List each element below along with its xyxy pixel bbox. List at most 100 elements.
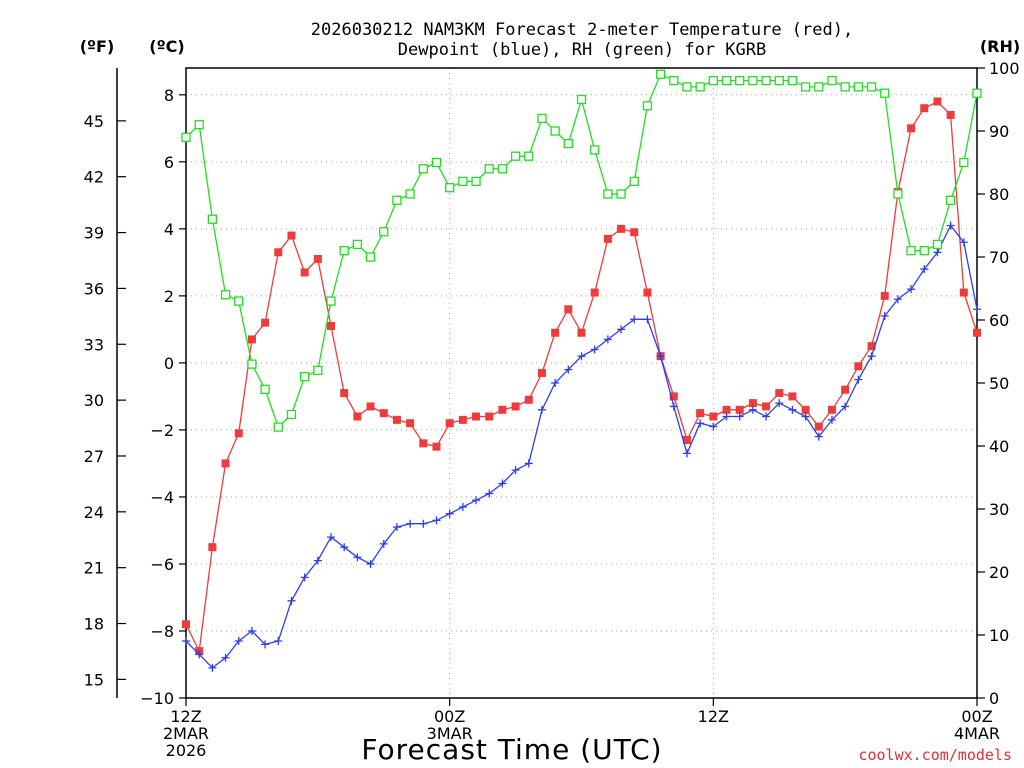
relative-humidity-point <box>708 75 718 86</box>
2-meter-temperature-point <box>300 268 309 277</box>
2-meter-temperature-point <box>445 419 454 428</box>
2-meter-temperature-point <box>722 405 731 414</box>
relative-humidity-point <box>313 365 323 376</box>
dewpoint-point <box>735 412 744 421</box>
dewpoint-point <box>485 489 494 498</box>
relative-humidity-point <box>220 290 231 300</box>
fahrenheit-unit-label: (ºF) <box>80 37 115 56</box>
dewpoint-point <box>208 663 217 672</box>
2-meter-temperature-point <box>498 405 507 414</box>
relative-humidity-point <box>774 75 784 86</box>
relative-humidity-point <box>273 422 283 432</box>
2-meter-temperature-point <box>669 392 678 401</box>
relative-humidity-point <box>207 214 218 224</box>
celsius-tick-label: −4 <box>150 488 174 507</box>
2-meter-temperature-point <box>287 231 296 240</box>
dewpoint-point <box>933 248 942 257</box>
rh-tick-label: 70 <box>989 248 1009 267</box>
2-meter-temperature-series <box>182 97 981 656</box>
rh-tick-label: 0 <box>989 689 999 708</box>
relative-humidity-point <box>642 101 653 111</box>
dewpoint-point <box>419 519 428 528</box>
dewpoint-point <box>656 352 665 361</box>
2-meter-temperature-point <box>379 409 388 418</box>
relative-humidity-point <box>840 82 850 92</box>
relative-humidity-point <box>299 372 310 382</box>
2-meter-temperature-point <box>406 419 415 428</box>
x-axis-title: Forecast Time (UTC) <box>361 733 662 766</box>
2-meter-temperature-point <box>353 412 362 421</box>
relative-humidity-point <box>563 138 573 149</box>
dewpoint-point <box>274 637 283 646</box>
dewpoint-point <box>973 305 981 314</box>
rh-tick-label: 10 <box>989 626 1009 645</box>
relative-humidity-point <box>365 252 376 262</box>
celsius-ticks: −10 −8 −6 −4 −2 0 2 4 6 8 <box>140 86 186 708</box>
2-meter-temperature-point <box>261 318 270 327</box>
dewpoint-point <box>182 637 190 646</box>
dewpoint-point <box>814 432 823 441</box>
relative-humidity-point <box>906 246 916 256</box>
2-meter-temperature-point <box>274 248 283 257</box>
relative-humidity-point <box>590 145 600 155</box>
2-meter-temperature-point <box>762 402 771 411</box>
dewpoint-point <box>722 412 731 421</box>
fahrenheit-tick-label: 33 <box>84 335 104 354</box>
dewpoint-point <box>392 523 401 532</box>
dewpoint-point <box>511 466 520 475</box>
dewpoint-point <box>327 533 336 542</box>
dewpoint-series <box>182 221 981 672</box>
relative-humidity-point <box>418 164 428 174</box>
dewpoint-point <box>867 352 876 361</box>
2-meter-temperature-point <box>801 405 810 414</box>
fahrenheit-ticks: 15 18 21 24 27 30 33 36 39 42 45 <box>84 112 126 689</box>
relative-humidity-point <box>471 176 481 187</box>
dewpoint-point <box>709 422 718 431</box>
relative-humidity-point <box>932 239 943 250</box>
dewpoint-point <box>893 295 902 304</box>
relative-humidity-point <box>735 75 745 86</box>
relative-humidity-point <box>655 69 666 79</box>
dewpoint-point <box>959 238 968 247</box>
dewpoint-point <box>564 365 573 374</box>
dewpoint-point <box>577 352 586 361</box>
2-meter-temperature-point <box>221 459 230 468</box>
dewpoint-point <box>630 315 639 324</box>
relative-humidity-point <box>194 120 204 130</box>
dewpoint-point <box>287 596 296 605</box>
2-meter-temperature-point <box>617 224 626 233</box>
relative-humidity-point <box>458 176 468 187</box>
dewpoint-point <box>551 379 560 387</box>
relative-humidity-point <box>761 75 771 86</box>
chart-subtitle: Dewpoint (blue), RH (green) for KGRB <box>398 40 766 60</box>
2-meter-temperature-point <box>511 402 520 411</box>
relative-humidity-point <box>524 151 534 161</box>
2-meter-temperature-point <box>682 435 691 444</box>
relative-humidity-point <box>379 227 389 237</box>
dewpoint-point <box>261 640 270 649</box>
dewpoint-point <box>946 221 955 230</box>
celsius-tick-label: −8 <box>150 622 174 641</box>
x-tick-label: 4MAR <box>954 724 1000 743</box>
2-meter-temperature-point <box>234 429 243 438</box>
relative-humidity-point <box>695 82 705 92</box>
x-tick-label: 12Z <box>170 707 201 726</box>
relative-humidity-point <box>445 183 455 193</box>
2-meter-temperature-point <box>208 543 217 552</box>
dewpoint-point <box>748 405 757 414</box>
fahrenheit-tick-label: 18 <box>84 615 104 634</box>
dewpoint-point <box>340 543 349 552</box>
2-meter-temperature-point <box>392 415 401 424</box>
dewpoint-point <box>366 559 375 568</box>
celsius-tick-label: 4 <box>164 220 174 239</box>
dewpoint-point <box>880 311 889 320</box>
2-meter-temperature-point <box>458 415 467 424</box>
2-meter-temperature-point <box>643 288 652 297</box>
2-meter-temperature-point <box>709 412 718 421</box>
dewpoint-point <box>498 479 507 488</box>
relative-humidity-point <box>629 176 639 187</box>
2-meter-temperature-point <box>946 110 955 119</box>
fahrenheit-tick-label: 27 <box>84 447 104 466</box>
2-meter-temperature-point <box>485 412 494 421</box>
dewpoint-point <box>524 459 533 468</box>
